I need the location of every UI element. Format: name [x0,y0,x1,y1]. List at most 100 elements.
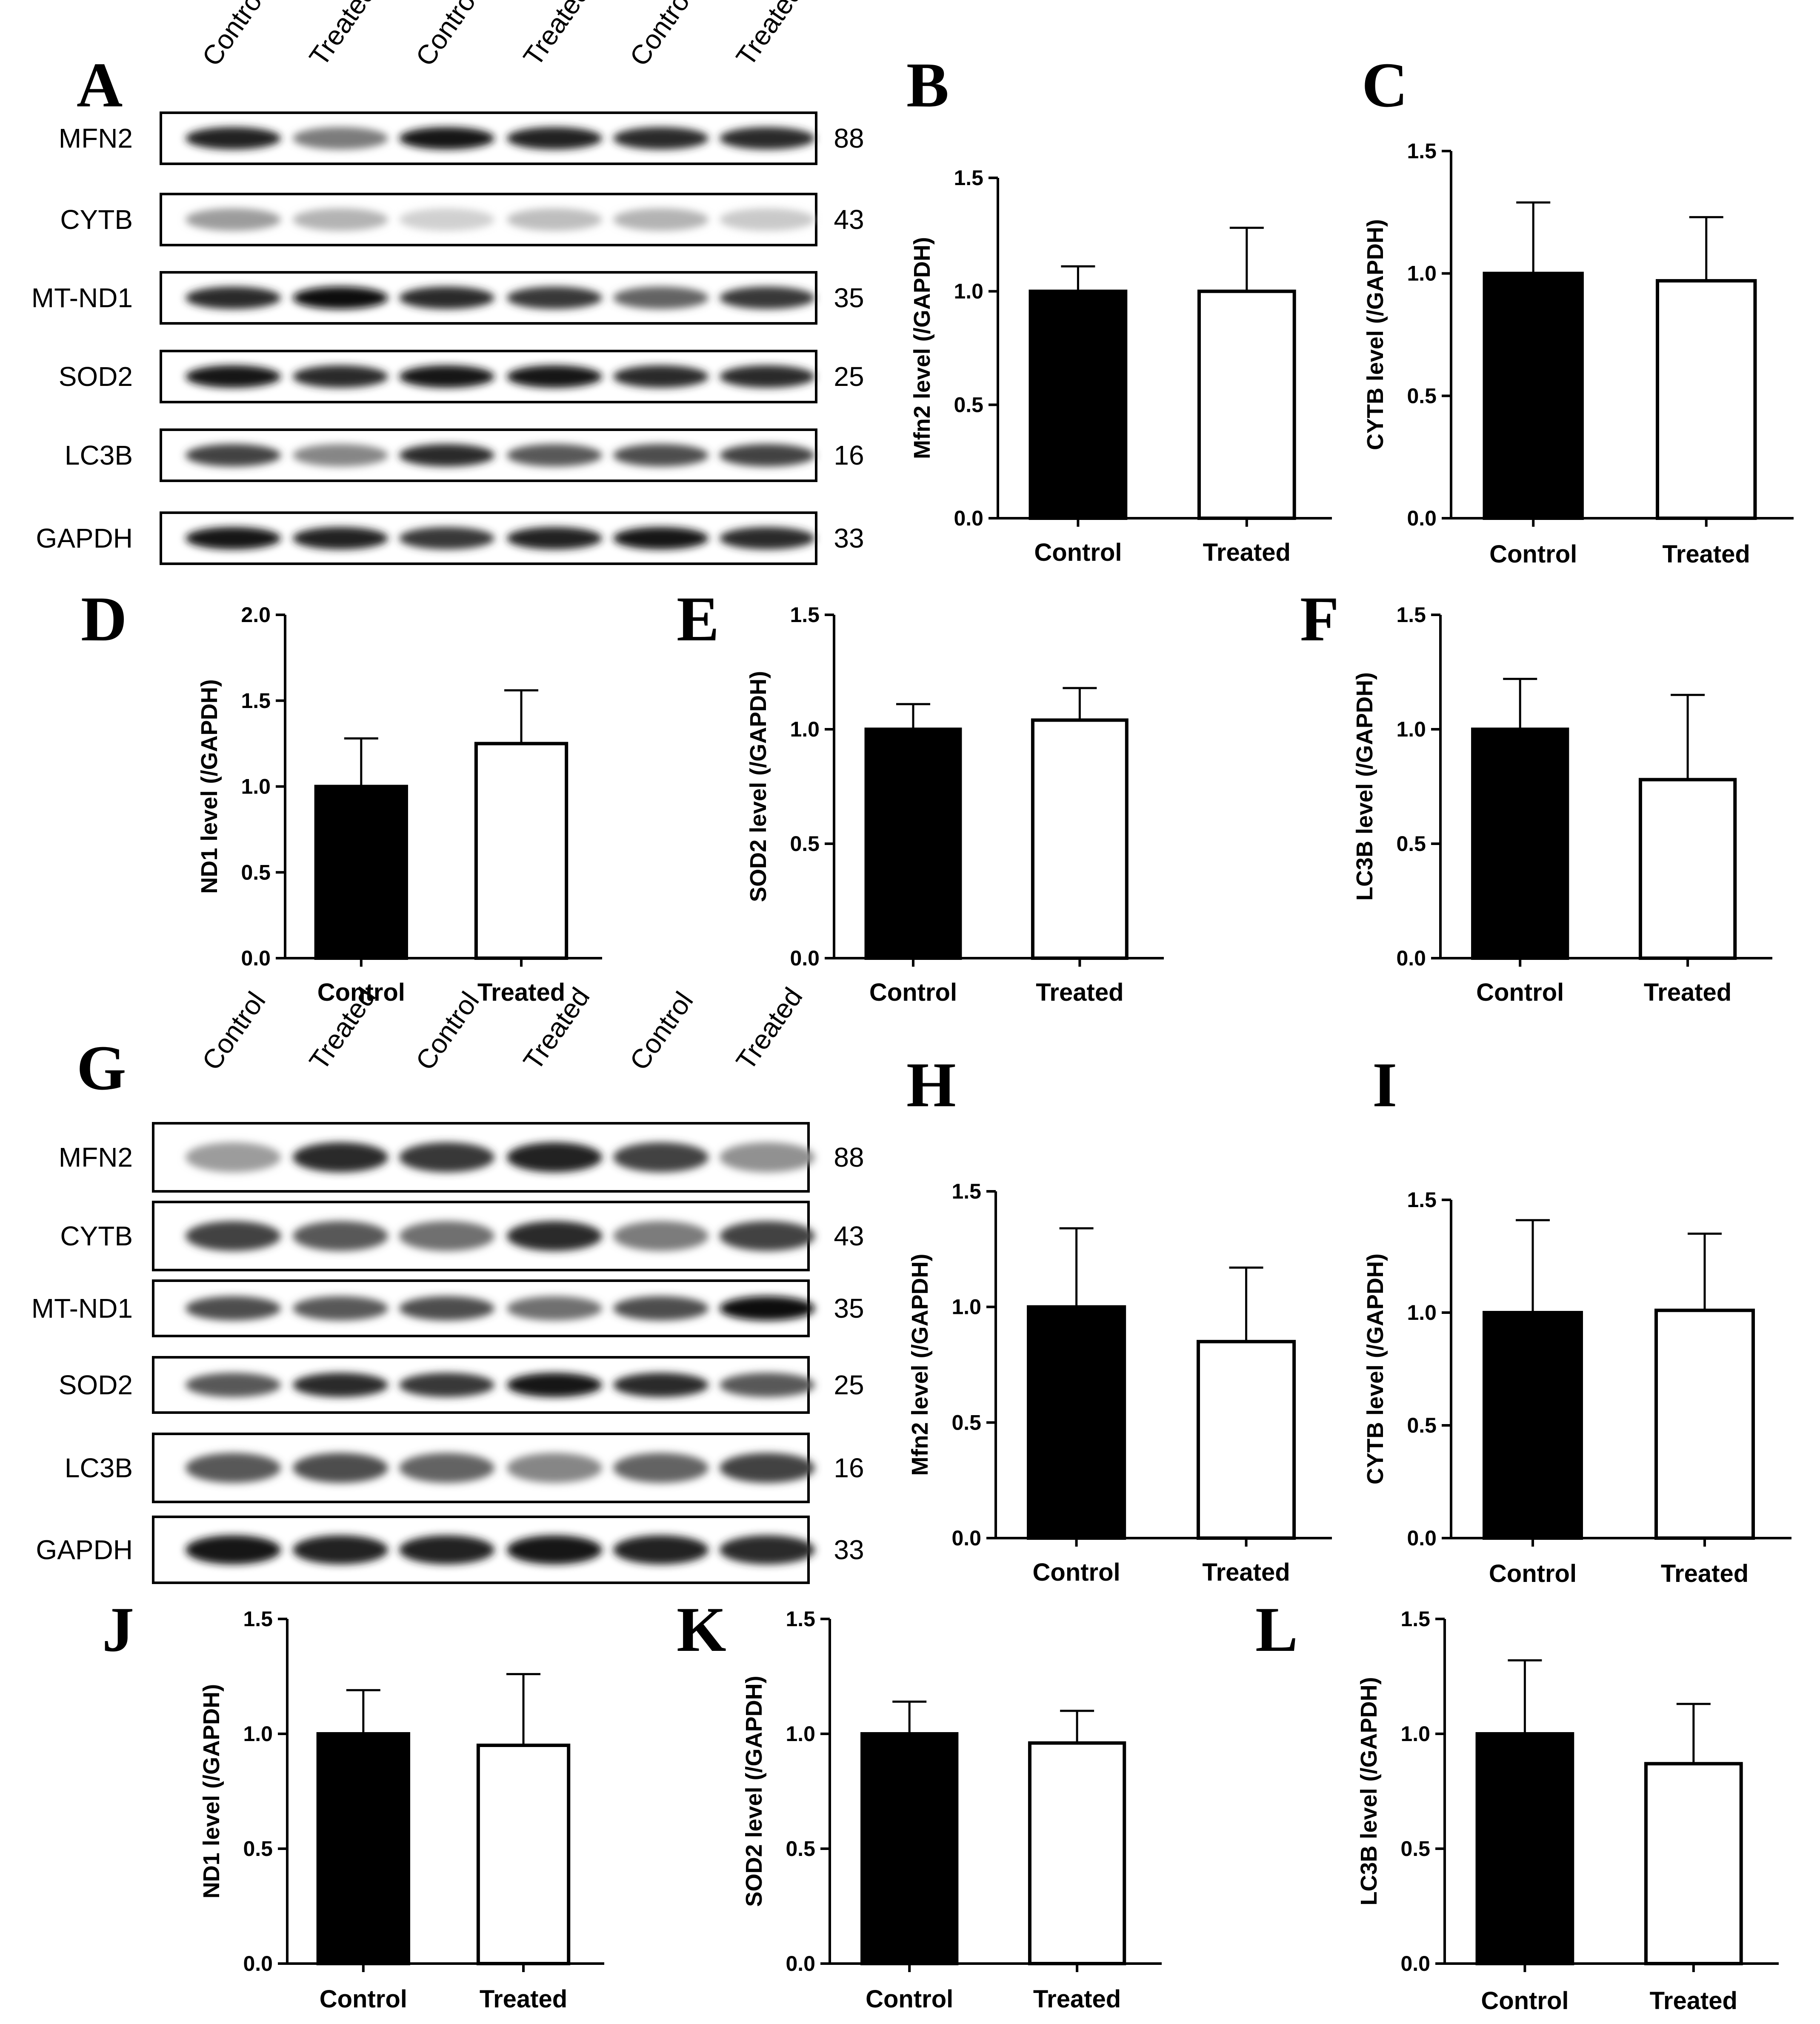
bar-treated [474,742,569,960]
y-tick-label: 0.0 [1396,946,1426,970]
blot-band [186,365,281,388]
blot-band [186,208,281,231]
x-tick-label: Treated [1663,540,1750,568]
lane-label: Control [409,986,485,1076]
bar-treated [1196,1340,1296,1540]
bar-treated [476,1744,571,1965]
molecular-weight-label: 43 [834,1221,864,1251]
blot-row-sod2: SOD2 25 [59,1356,864,1414]
blot-band [507,1142,602,1173]
x-tick-label: Control [1033,1559,1120,1586]
x-tick-label: Treated [480,1985,567,2013]
y-axis-label: Mfn2 level (/GAPDH) [907,1253,933,1476]
blot-band [293,286,388,309]
blot-band [399,208,494,231]
bar-treated [1638,778,1737,960]
protein-label: MT-ND1 [31,283,133,313]
blot-band [613,1373,709,1397]
blot-band [186,1142,281,1173]
blot-band [399,527,494,550]
western-blot-G: G Control Treated Control Treated Control Trea… [31,982,864,1584]
bar-chart-I: I 0.0 0.5 1.0 1.5 CYTB level (/GAPDH) Control T… [1363,1050,1791,1587]
blot-band [293,1373,388,1397]
bar-control [1475,1732,1574,1965]
blot-band [399,1535,494,1564]
blot-band [399,444,494,467]
bar-treated [1644,1762,1743,1966]
blot-band [507,527,602,550]
panel-letter-I: I [1372,1050,1397,1120]
x-tick-label: Control [866,1985,953,2013]
blot-band [507,286,602,309]
y-tick-label: 1.0 [786,1722,815,1746]
lane-label: Control [623,986,699,1076]
blot-band [399,1373,494,1397]
molecular-weight-label: 35 [834,1293,864,1324]
bar-chart-B: B 0.0 0.5 1.0 1.5 Mfn2 level (/GAPDH) Control T… [906,50,1332,566]
blot-band [507,444,602,467]
blot-band [399,1453,494,1483]
y-tick-label: 0.5 [954,393,983,417]
molecular-weight-label: 35 [834,283,864,313]
panel-letter-C: C [1362,50,1408,120]
y-tick-label: 0.0 [786,1952,815,1975]
blot-band [507,127,602,150]
blot-band [613,365,709,388]
blot-band [613,1453,709,1483]
bar-chart-F: F 0.0 0.5 1.0 1.5 LC3B level (/GAPDH) Control T… [1300,584,1772,1006]
x-tick-label: Treated [1202,1559,1290,1586]
blot-band [293,365,388,388]
blot-band [613,527,709,550]
blot-band [293,1221,388,1251]
bar-control [1483,271,1584,520]
y-axis-label: SOD2 level (/GAPDH) [741,1676,767,1907]
y-tick-label: 0.0 [951,1526,981,1550]
bar-treated [1028,1741,1126,1966]
blot-band [613,444,709,467]
protein-label: MT-ND1 [31,1293,133,1324]
blot-row-lc3b: LC3B 16 [65,1433,864,1503]
blot-band [293,527,388,550]
x-tick-label: Treated [1203,539,1291,566]
blot-band [186,286,281,309]
protein-label: SOD2 [59,361,133,392]
protein-label: MFN2 [59,123,133,154]
y-tick-label: 0.5 [241,860,271,884]
blot-band [293,127,388,150]
y-tick-label: 1.5 [786,1607,815,1631]
blot-band [507,1221,602,1251]
blot-band [186,1535,281,1564]
bar-chart-D: D 0.0 0.5 1.0 1.5 2.0 ND1 level (/GAPDH) Contro… [81,584,602,1006]
x-tick-label: Treated [1644,979,1731,1006]
blot-band [507,1535,602,1564]
blot-row-cytb: CYTB 43 [60,1201,864,1271]
blot-row-mfn2: MFN2 88 [59,111,864,165]
y-tick-label: 1.0 [241,775,271,799]
blot-band [399,286,494,309]
blot-band [613,1535,709,1564]
y-tick-label: 1.5 [1407,1188,1437,1212]
y-tick-label: 1.0 [1407,1301,1437,1325]
y-axis-label: LC3B level (/GAPDH) [1352,672,1377,901]
x-tick-label: Treated [1650,1987,1737,2015]
molecular-weight-label: 16 [834,440,864,471]
blot-band [186,1373,281,1397]
bar-control [1471,728,1569,960]
y-tick-label: 1.0 [790,717,820,741]
blot-band [293,1296,388,1321]
western-blot-A: A Control Treated Control Treated Control Trea… [31,0,864,565]
blot-band [399,127,494,150]
y-tick-label: 0.0 [241,946,271,970]
panel-letter-G: G [77,1033,126,1103]
y-tick-label: 2.0 [241,603,271,627]
bar-chart-H: H 0.0 0.5 1.0 1.5 Mfn2 level (/GAPDH) Control T… [906,1050,1332,1586]
x-tick-label: Control [317,979,405,1006]
blot-band [720,1296,815,1321]
blot-band [613,127,709,150]
y-tick-label: 0.0 [243,1952,273,1975]
blot-band [186,444,281,467]
blot-band [720,1142,815,1173]
lane-label: Treated [730,982,808,1076]
y-tick-label: 0.5 [1396,832,1426,856]
protein-label: LC3B [65,1453,133,1483]
